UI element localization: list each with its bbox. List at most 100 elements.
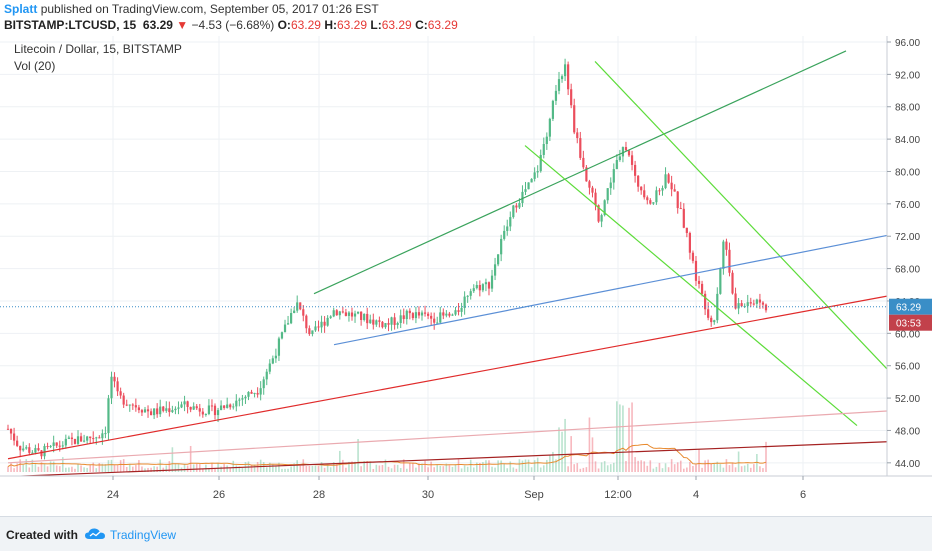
candle-body — [420, 312, 424, 316]
candle-body — [140, 410, 144, 413]
candle-body — [162, 406, 165, 411]
candle-body — [433, 318, 436, 323]
volume-bar — [351, 461, 353, 472]
volume-bar — [22, 464, 25, 472]
candle-body — [381, 321, 384, 328]
candle-body — [302, 309, 305, 316]
volume-bar — [7, 466, 9, 472]
volume-bar — [634, 457, 636, 472]
price-axis[interactable]: 96.00 92.00 88.00 84.00 80.00 76.00 72.00 68.00… — [887, 38, 920, 470]
candle-body — [457, 310, 460, 312]
candle-body — [198, 408, 201, 412]
volume-bar — [372, 468, 375, 472]
candle-body — [664, 174, 667, 189]
volume-bar — [314, 465, 317, 472]
volume-bar — [25, 459, 28, 472]
candle-body — [719, 268, 722, 294]
volume-bar — [299, 465, 302, 472]
volume-bar — [469, 459, 472, 472]
candle-body — [55, 442, 58, 446]
candle-body — [95, 437, 98, 439]
price-chart[interactable]: 96.00 92.00 88.00 84.00 80.00 76.00 72.00 68.00… — [0, 36, 932, 516]
candle-body — [731, 272, 734, 294]
volume-bar — [500, 460, 502, 472]
volume-bar — [412, 462, 414, 472]
volume-bar — [335, 463, 338, 472]
volume-bar — [396, 464, 399, 472]
volume-bar — [518, 459, 521, 472]
volume-bar — [734, 467, 737, 472]
candle-body — [548, 118, 551, 137]
candle-body — [570, 89, 573, 106]
green-channel-lower — [524, 145, 858, 427]
price-change: −4.53 (−6.68%) — [191, 18, 275, 32]
tradingview-link[interactable]: TradingView — [110, 528, 177, 542]
candle-body — [76, 436, 80, 444]
volume-bar — [360, 466, 362, 472]
candle-body — [262, 379, 265, 389]
candle-body — [168, 408, 171, 413]
price-tick-label: 96.00 — [895, 38, 920, 49]
drawn-trendlines[interactable] — [7, 50, 888, 478]
volume-bar — [293, 463, 295, 472]
volume-bar — [695, 464, 697, 472]
volume-bar — [393, 464, 396, 472]
candle-body — [393, 317, 396, 325]
volume-bar — [43, 464, 46, 472]
candle-body — [104, 433, 107, 435]
candle-body — [454, 310, 457, 315]
volume-bar — [710, 463, 713, 472]
candle-body — [207, 405, 211, 414]
volume-bar — [113, 464, 116, 472]
candle-body — [497, 254, 500, 265]
candle-body — [52, 442, 55, 446]
candle-body — [369, 319, 372, 324]
candle-body — [487, 282, 491, 289]
volume-bar — [582, 467, 585, 472]
volume-bar — [591, 437, 594, 472]
candle-body — [700, 283, 704, 294]
candle-body — [697, 280, 701, 284]
volume-bar — [104, 464, 107, 472]
candle-body — [430, 315, 433, 319]
volume-bar — [195, 463, 198, 472]
candle-body — [411, 313, 414, 319]
candle-body — [600, 215, 603, 222]
candle-body — [563, 64, 567, 77]
candle-body — [219, 405, 223, 411]
candle-body — [466, 295, 469, 297]
time-axis[interactable]: 24 26 28 30 Sep 12:00 4 6 — [107, 476, 806, 501]
candle-body — [688, 232, 691, 253]
candle-body — [238, 399, 241, 401]
candle-body — [353, 313, 357, 317]
volume-bar — [436, 464, 439, 472]
green-channel-upper — [594, 61, 888, 370]
candle-body — [615, 159, 618, 170]
candle-body — [241, 398, 244, 400]
volume-bar — [585, 467, 588, 472]
publish-line: Splatt published on TradingView.com, Sep… — [4, 2, 379, 16]
candle-body — [390, 317, 393, 325]
candle-body — [79, 436, 83, 442]
author-name[interactable]: Splatt — [4, 2, 38, 16]
candle-body — [271, 358, 274, 364]
last-price: 63.29 — [142, 18, 173, 32]
volume-bar — [177, 463, 180, 472]
volume-bar — [631, 402, 633, 472]
candle-body — [134, 405, 137, 408]
candle-body — [34, 448, 37, 453]
candle-body — [469, 291, 472, 296]
volume-bar — [110, 459, 113, 472]
volume-bar — [628, 407, 630, 472]
candle-body — [314, 326, 317, 331]
volume-bar — [479, 462, 481, 472]
price-tick-label: 68.00 — [895, 265, 920, 276]
volume-bar — [399, 468, 402, 472]
candle-body — [530, 178, 533, 183]
close-value: 63.29 — [427, 18, 458, 32]
tradingview-cloud-icon[interactable] — [84, 527, 106, 541]
volume-bar — [670, 459, 673, 472]
candle-body — [19, 445, 22, 451]
candle-body — [165, 408, 168, 411]
volume-bar — [150, 467, 152, 472]
